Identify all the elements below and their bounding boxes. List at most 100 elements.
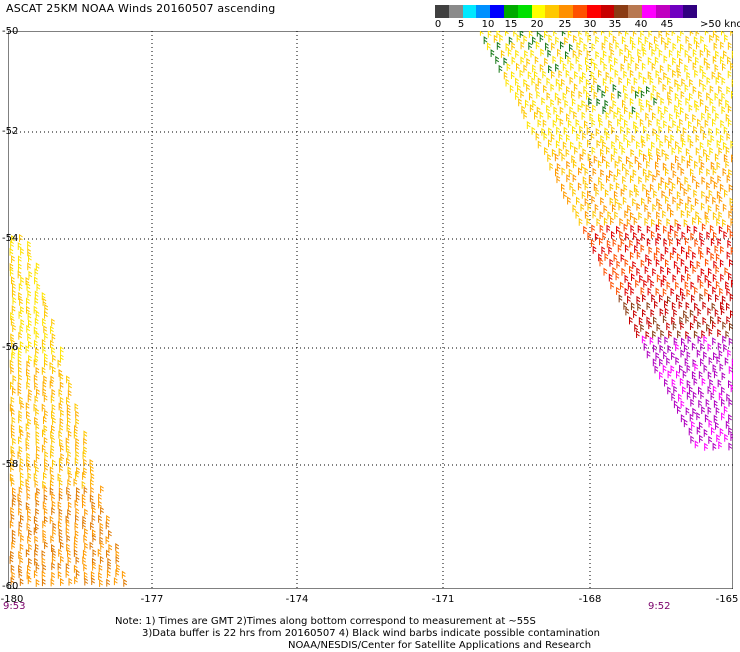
wind-barb: [36, 368, 39, 375]
wind-barb: [694, 190, 697, 197]
wind-barb: [715, 246, 718, 253]
wind-barb: [718, 330, 721, 337]
wind-barb: [707, 183, 710, 190]
wind-barb: [727, 252, 730, 259]
wind-barb: [573, 189, 576, 196]
wind-barb: [610, 184, 613, 191]
wind-barb: [35, 277, 38, 284]
wind-barb: [674, 310, 677, 317]
wind-barb: [591, 240, 594, 247]
wind-barb: [499, 66, 502, 73]
wind-barb: [670, 87, 673, 94]
wind-barb: [21, 249, 24, 256]
wind-barb: [594, 31, 597, 35]
lon-label: -171: [432, 594, 455, 605]
wind-barb: [688, 185, 691, 192]
wind-barb: [67, 376, 70, 383]
wind-barb: [594, 78, 597, 85]
wind-barb: [690, 156, 693, 163]
wind-barb: [720, 260, 723, 267]
wind-barb: [75, 458, 78, 465]
wind-barb: [693, 218, 696, 225]
wind-barb: [643, 184, 646, 191]
wind-barb: [519, 99, 522, 106]
wind-barb: [641, 91, 644, 98]
wind-barb: [43, 565, 46, 572]
wind-barb: [596, 52, 599, 59]
wind-barb: [652, 64, 655, 71]
lon-label: -177: [141, 594, 164, 605]
wind-barb: [684, 189, 687, 196]
wind-barb: [12, 277, 15, 284]
wind-barb: [13, 388, 16, 395]
wind-barb: [657, 119, 660, 126]
wind-barb: [633, 31, 636, 36]
wind-barb: [496, 57, 499, 64]
wind-barb: [100, 529, 103, 536]
wind-barb: [664, 226, 667, 233]
wind-barb: [714, 401, 717, 408]
wind-barb: [699, 423, 702, 430]
wind-barb: [668, 78, 671, 85]
wind-barb: [613, 101, 616, 108]
wind-barb: [10, 249, 13, 256]
wind-barb: [12, 500, 15, 507]
wind-barb: [713, 338, 716, 345]
wind-barb: [51, 327, 54, 334]
wind-barb: [561, 42, 564, 49]
wind-barb: [28, 242, 31, 249]
wind-barb: [19, 437, 22, 444]
wind-barb: [100, 557, 103, 564]
wind-barb: [567, 135, 570, 142]
wind-barb: [531, 50, 534, 57]
wind-barb: [719, 442, 722, 449]
lat-label: -56: [2, 342, 18, 353]
wind-barb: [44, 360, 47, 367]
wind-barb: [600, 212, 603, 219]
wind-barb: [657, 92, 660, 99]
wind-barb: [529, 93, 532, 100]
wind-barb: [729, 367, 732, 374]
wind-barb: [651, 232, 654, 239]
wind-barb: [658, 155, 661, 162]
wind-barb: [44, 473, 47, 480]
wind-barb: [657, 135, 660, 142]
wind-barb: [20, 342, 23, 349]
wind-barb: [681, 92, 684, 99]
wind-barb: [714, 416, 717, 423]
note-line-1: Note: 1) Times are GMT 2)Times along bot…: [115, 616, 536, 628]
wind-barb: [524, 36, 527, 43]
wind-barb: [706, 218, 709, 225]
wind-barb: [592, 147, 595, 154]
wind-barb: [701, 126, 704, 133]
wind-barb: [106, 522, 109, 529]
wind-barb: [707, 248, 710, 255]
wind-barb: [36, 454, 39, 461]
wind-barb: [710, 148, 713, 155]
wind-barb: [12, 306, 15, 313]
wind-barb: [29, 544, 32, 551]
wind-barb: [572, 91, 575, 98]
wind-barb: [29, 272, 32, 279]
wind-barb: [45, 542, 48, 549]
wind-barb: [51, 396, 54, 403]
wind-barb: [19, 312, 22, 319]
wind-barb: [536, 133, 539, 140]
wind-barb: [29, 356, 32, 363]
wind-barb: [626, 170, 629, 177]
wind-barb: [538, 141, 541, 148]
wind-barb: [19, 571, 22, 578]
wind-barb: [621, 255, 624, 262]
wind-barb: [639, 177, 642, 184]
wind-barb: [672, 394, 675, 401]
wind-barb: [727, 134, 730, 141]
wind-barb: [619, 203, 622, 210]
wind-barb: [20, 326, 23, 333]
wind-barb: [11, 397, 14, 404]
wind-barb: [687, 290, 690, 297]
wind-barb: [708, 372, 711, 379]
wind-barb: [633, 199, 636, 206]
wind-barb: [727, 176, 730, 183]
wind-barb: [637, 331, 640, 338]
wind-barb: [673, 121, 676, 128]
